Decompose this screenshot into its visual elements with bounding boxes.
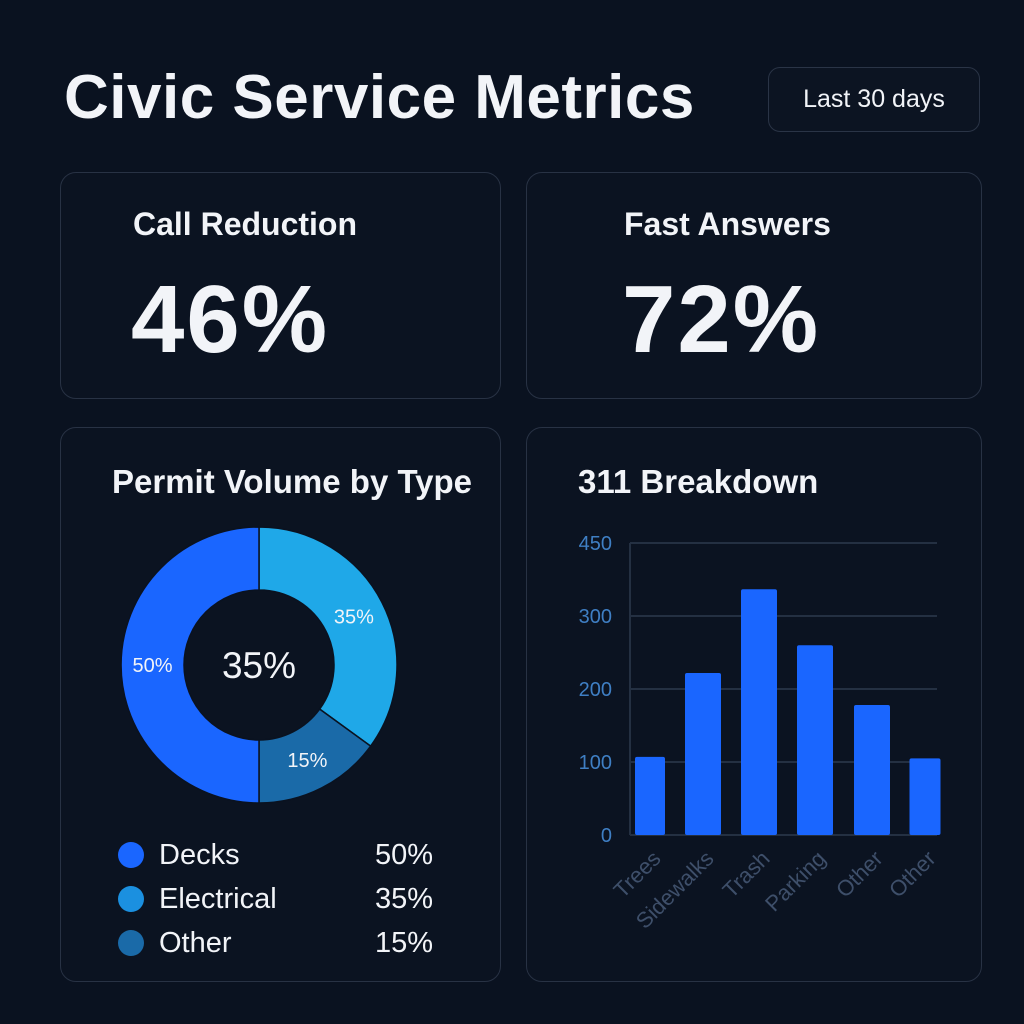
legend-label: Other — [159, 926, 232, 959]
legend-label: Electrical — [159, 882, 277, 915]
kpi-card-fast-answers: Fast Answers 72% — [526, 172, 982, 399]
legend-swatch — [118, 886, 144, 912]
kpi-label: Call Reduction — [133, 206, 358, 242]
kpi-value: 72% — [622, 266, 821, 373]
date-range-button[interactable]: Last 30 days — [768, 67, 980, 132]
kpi-card-call-reduction: Call Reduction 46% — [60, 172, 501, 399]
legend-swatch — [118, 842, 144, 868]
legend-value: 50% — [374, 838, 433, 871]
legend-value: 35% — [374, 882, 433, 915]
legend-label: Decks — [159, 838, 240, 871]
card-title: Permit Volume by Type — [112, 463, 473, 500]
311-breakdown-card: 311 Breakdown — [526, 427, 982, 982]
kpi-value: 46% — [131, 266, 330, 373]
legend-item-other: Other 15% — [118, 926, 433, 960]
legend-item-electrical: Electrical 35% — [118, 882, 433, 916]
card-title: 311 Breakdown — [578, 463, 819, 500]
legend-item-decks: Decks 50% — [118, 838, 433, 872]
legend-value: 15% — [374, 926, 433, 959]
legend-swatch — [118, 930, 144, 956]
kpi-label: Fast Answers — [624, 206, 831, 242]
page-title: Civic Service Metrics — [64, 63, 695, 132]
